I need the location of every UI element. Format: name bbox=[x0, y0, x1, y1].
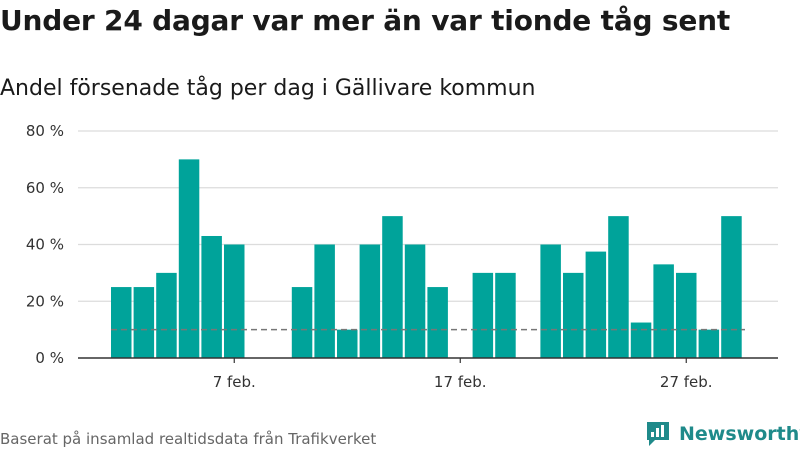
chart-subtitle: Andel försenade tåg per dag i Gällivare … bbox=[0, 76, 536, 101]
bar bbox=[608, 216, 629, 358]
x-tick-label: 7 feb. bbox=[213, 373, 256, 391]
bar bbox=[156, 272, 177, 358]
source-footer: Baserat på insamlad realtidsdata från Tr… bbox=[0, 430, 377, 448]
bar bbox=[698, 329, 720, 358]
bar bbox=[133, 287, 155, 358]
bar bbox=[178, 159, 200, 358]
y-tick-label: 0 % bbox=[35, 349, 64, 367]
y-tick-label: 60 % bbox=[26, 179, 64, 197]
bar bbox=[630, 322, 652, 358]
bar bbox=[563, 272, 584, 358]
bar bbox=[427, 287, 448, 358]
newsworthy-logo-icon bbox=[647, 422, 669, 446]
brand-name: Newsworthy bbox=[679, 423, 800, 445]
y-tick-label: 40 % bbox=[26, 236, 64, 254]
bar bbox=[540, 244, 561, 358]
bar bbox=[472, 272, 494, 358]
bar-chart: 0 % 20 % 40 % 60 % 80 % 7 feb. 17 feb. 27 feb. bbox=[26, 122, 778, 391]
chart-title: Under 24 dagar var mer än var tionde tåg… bbox=[0, 4, 731, 37]
bar bbox=[224, 244, 245, 358]
y-tick-label: 20 % bbox=[26, 292, 64, 310]
bar bbox=[495, 272, 516, 358]
brand-logo: Newsworthy bbox=[645, 420, 800, 448]
x-tick-label: 27 feb. bbox=[660, 373, 713, 391]
bar bbox=[291, 287, 313, 358]
bar bbox=[721, 216, 742, 358]
bar bbox=[676, 272, 697, 358]
bar bbox=[359, 244, 381, 358]
bar bbox=[201, 235, 222, 358]
bar bbox=[382, 216, 403, 358]
bar bbox=[585, 251, 607, 358]
bar bbox=[404, 244, 426, 358]
y-tick-label: 80 % bbox=[26, 122, 64, 140]
bar bbox=[314, 244, 335, 358]
bar bbox=[111, 287, 132, 358]
bar bbox=[653, 264, 674, 358]
x-tick-label: 17 feb. bbox=[434, 373, 487, 391]
bar bbox=[337, 329, 358, 358]
